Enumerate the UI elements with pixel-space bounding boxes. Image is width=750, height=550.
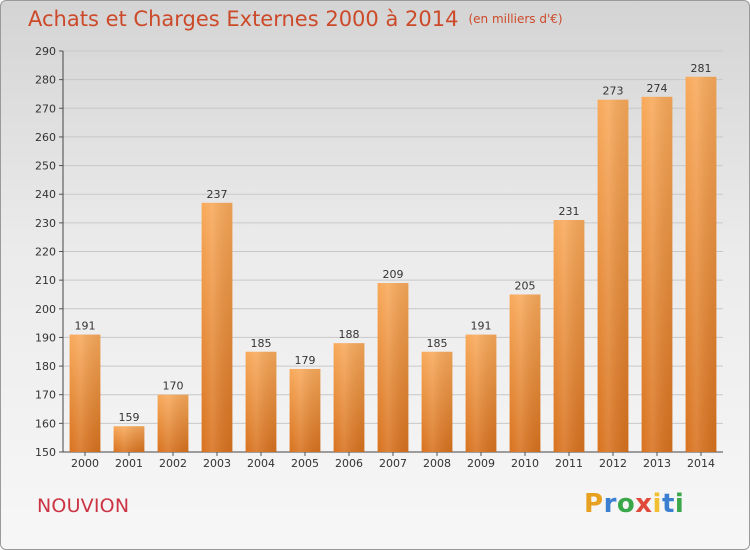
chart-title-text: Achats et Charges Externes 2000 à 2014: [28, 7, 459, 31]
bar-sheen: [641, 96, 673, 452]
x-tick-label: 2012: [599, 457, 627, 470]
bar-sheen: [421, 351, 453, 452]
y-tick-label: 170: [35, 389, 56, 402]
bar-value-label: 185: [427, 337, 448, 350]
bar-sheen: [685, 76, 717, 453]
x-tick-label: 2001: [115, 457, 143, 470]
x-tick-label: 2014: [687, 457, 715, 470]
y-tick-label: 290: [35, 45, 56, 58]
y-tick-label: 150: [35, 446, 56, 459]
y-tick-label: 190: [35, 331, 56, 344]
logo-letter: x: [635, 489, 653, 519]
bar-value-label: 191: [471, 320, 492, 333]
x-tick-label: 2010: [511, 457, 539, 470]
bar-value-label: 209: [383, 268, 404, 281]
y-tick-label: 280: [35, 74, 56, 87]
labels-layer: 150 160 170 180 190 200 210 220 230 240 250 260 270 2…: [35, 45, 715, 470]
bar-value-label: 281: [691, 62, 712, 75]
bar-value-label: 188: [339, 328, 360, 341]
bar-value-label: 274: [647, 82, 668, 95]
logo-letter: r: [603, 489, 617, 519]
y-tick-label: 220: [35, 246, 56, 259]
bar-value-label: 273: [603, 85, 624, 98]
logo-letter: t: [661, 489, 675, 519]
bar-sheen: [113, 426, 145, 452]
bar-sheen: [69, 334, 101, 452]
bars-layer: [69, 76, 717, 453]
y-tick-label: 160: [35, 417, 56, 430]
x-tick-label: 2007: [379, 457, 407, 470]
bar-sheen: [509, 294, 541, 452]
logo-letter: i: [652, 489, 662, 519]
x-tick-label: 2009: [467, 457, 495, 470]
bar-value-label: 237: [207, 188, 228, 201]
x-tick-label: 2000: [71, 457, 99, 470]
bar-value-label: 185: [251, 337, 272, 350]
bar-sheen: [597, 99, 629, 452]
x-tick-label: 2003: [203, 457, 231, 470]
x-tick-label: 2008: [423, 457, 451, 470]
y-tick-label: 200: [35, 303, 56, 316]
bar-sheen: [333, 343, 365, 452]
y-tick-label: 260: [35, 131, 56, 144]
bar-sheen: [465, 334, 497, 452]
x-tick-label: 2013: [643, 457, 671, 470]
y-tick-label: 180: [35, 360, 56, 373]
bar-value-label: 231: [559, 205, 580, 218]
bar-sheen: [157, 394, 189, 452]
bar-sheen: [245, 351, 277, 452]
bar-value-label: 191: [75, 320, 96, 333]
y-tick-label: 240: [35, 188, 56, 201]
bar-value-label: 179: [295, 354, 316, 367]
logo-letter: o: [616, 489, 636, 519]
y-tick-label: 270: [35, 102, 56, 115]
commune-name: NOUVION: [37, 495, 130, 517]
bar-value-label: 205: [515, 279, 536, 292]
bar-sheen: [201, 202, 233, 452]
x-tick-label: 2011: [555, 457, 583, 470]
chart-title: Achats et Charges Externes 2000 à 2014 (e…: [28, 7, 563, 31]
x-tick-label: 2006: [335, 457, 363, 470]
logo-letter: i: [674, 489, 685, 519]
y-tick-label: 230: [35, 217, 56, 230]
chart-subtitle: (en milliers d'€): [468, 12, 563, 26]
x-tick-label: 2004: [247, 457, 275, 470]
bar-value-label: 159: [119, 411, 140, 424]
bar-sheen: [553, 219, 585, 452]
logo-letter: P: [584, 489, 604, 519]
y-tick-label: 210: [35, 274, 56, 287]
y-tick-label: 250: [35, 160, 56, 173]
bar-value-label: 170: [163, 380, 184, 393]
bar-sheen: [289, 368, 321, 452]
bar-sheen: [377, 283, 409, 452]
proxiti-logo: Proxiti: [584, 489, 684, 519]
x-tick-label: 2002: [159, 457, 187, 470]
x-tick-label: 2005: [291, 457, 319, 470]
